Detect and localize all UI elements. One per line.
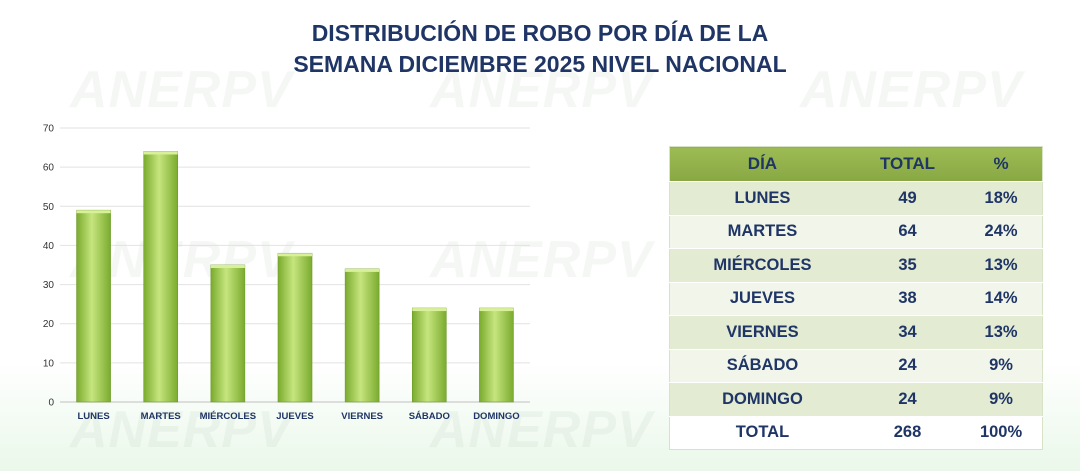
bar-top-highlight bbox=[76, 210, 111, 214]
watermark-logo: ANERPV bbox=[70, 401, 293, 459]
table-row: JUEVES 38 14% bbox=[669, 282, 1043, 316]
distribution-table: DÍA TOTAL % LUNES 49 18% MARTES 64 24% M… bbox=[669, 146, 1043, 450]
cell-day: DOMINGO bbox=[669, 382, 855, 417]
bar-top-highlight bbox=[143, 151, 178, 155]
cell-total: 49 bbox=[854, 181, 961, 216]
x-category-label: MIÉRCOLES bbox=[200, 411, 256, 422]
cell-total: 64 bbox=[854, 215, 961, 249]
bar-top-highlight bbox=[412, 308, 447, 312]
table-header-row: DÍA TOTAL % bbox=[669, 146, 1043, 182]
x-category-label: SÁBADO bbox=[409, 411, 450, 422]
cell-day: VIERNES bbox=[669, 315, 855, 350]
x-category-label: LUNES bbox=[77, 411, 109, 422]
y-tick-label: 20 bbox=[43, 319, 55, 330]
cell-day: JUEVES bbox=[669, 282, 855, 316]
x-category-label: VIERNES bbox=[341, 411, 383, 422]
table-row: MIÉRCOLES 35 13% bbox=[669, 248, 1043, 283]
chart-title-line-2: SEMANA DICIEMBRE 2025 NIVEL NACIONAL bbox=[293, 51, 787, 77]
cell-total: 34 bbox=[854, 315, 961, 350]
cell-percent: 9% bbox=[960, 382, 1043, 417]
x-category-label: MARTES bbox=[141, 411, 181, 422]
cell-total: 24 bbox=[854, 349, 961, 383]
table-total-row: TOTAL 268 100% bbox=[669, 416, 1043, 450]
header-percent: % bbox=[960, 146, 1043, 182]
chart-bars bbox=[76, 151, 514, 403]
table-row: SÁBADO 24 9% bbox=[669, 349, 1043, 383]
bar-jueves bbox=[277, 252, 313, 403]
bar-viernes bbox=[344, 268, 380, 403]
chart-title: DISTRIBUCIÓN DE ROBO POR DÍA DE LA SEMAN… bbox=[0, 18, 1080, 80]
cell-percent: 13% bbox=[960, 248, 1043, 283]
table-row: MARTES 64 24% bbox=[669, 215, 1043, 249]
watermark-logo: ANERPV bbox=[430, 231, 653, 289]
bar-top-highlight bbox=[210, 265, 245, 268]
cell-total-percent: 100% bbox=[960, 416, 1043, 450]
cell-total-value: 268 bbox=[854, 416, 961, 450]
watermark-logo: ANERPV bbox=[430, 401, 653, 459]
bar-chart: 0 10 20 30 40 50 60 70 LUNES MARTES MIÉRCOLES JUEVE… bbox=[43, 124, 530, 423]
cell-percent: 24% bbox=[960, 215, 1043, 249]
bar-martes bbox=[143, 151, 179, 403]
x-category-label: DOMINGO bbox=[473, 411, 519, 422]
table-row: VIERNES 34 13% bbox=[669, 315, 1043, 350]
y-tick-label: 70 bbox=[43, 124, 55, 135]
cell-total: 35 bbox=[854, 248, 961, 283]
bar-sábado bbox=[411, 307, 447, 403]
watermark-logo: ANERPV bbox=[800, 61, 1023, 119]
cell-percent: 14% bbox=[960, 282, 1043, 316]
table-row: LUNES 49 18% bbox=[669, 181, 1043, 216]
watermark-logo: ANERPV bbox=[430, 61, 653, 119]
chart-labels: 0 10 20 30 40 50 60 70 LUNES MARTES MIÉRCOLES JUEVE… bbox=[43, 124, 520, 423]
cell-total-label: TOTAL bbox=[669, 416, 855, 450]
cell-day: MIÉRCOLES bbox=[669, 248, 855, 283]
y-tick-label: 0 bbox=[48, 398, 54, 409]
cell-total: 24 bbox=[854, 382, 961, 417]
bar-lunes bbox=[76, 209, 111, 403]
watermark-logo: ANERPV bbox=[70, 61, 293, 119]
header-day: DÍA bbox=[669, 146, 855, 182]
header-total: TOTAL bbox=[854, 146, 961, 182]
cell-percent: 18% bbox=[960, 181, 1043, 216]
cell-total: 38 bbox=[854, 282, 961, 316]
cell-day: SÁBADO bbox=[669, 349, 855, 383]
cell-day: LUNES bbox=[669, 181, 855, 216]
x-category-label: JUEVES bbox=[276, 411, 314, 422]
bar-miércoles bbox=[210, 264, 246, 403]
bar-top-highlight bbox=[278, 253, 312, 257]
y-tick-label: 60 bbox=[43, 163, 55, 174]
table-row: DOMINGO 24 9% bbox=[669, 382, 1043, 417]
y-tick-label: 40 bbox=[43, 241, 55, 252]
y-tick-label: 30 bbox=[43, 280, 55, 291]
cell-day: MARTES bbox=[669, 215, 855, 249]
chart-title-line-1: DISTRIBUCIÓN DE ROBO POR DÍA DE LA bbox=[311, 20, 769, 46]
bar-domingo bbox=[479, 307, 514, 403]
bar-top-highlight bbox=[479, 308, 514, 312]
y-tick-label: 10 bbox=[43, 358, 55, 369]
cell-percent: 13% bbox=[960, 315, 1043, 350]
cell-percent: 9% bbox=[960, 349, 1043, 383]
bar-top-highlight bbox=[345, 268, 380, 272]
y-tick-label: 50 bbox=[43, 202, 55, 213]
